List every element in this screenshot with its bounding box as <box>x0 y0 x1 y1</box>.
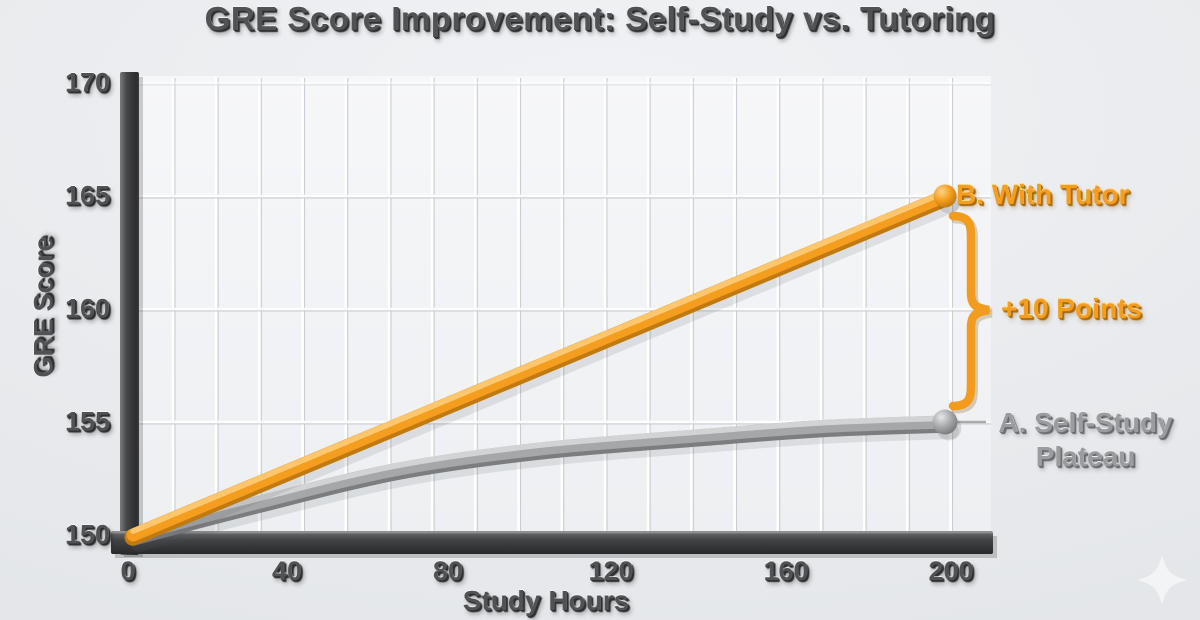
gap-annotation-label: +10 Points <box>1001 293 1142 324</box>
y-tick-label: 165 <box>64 180 110 211</box>
y-tick-label: 150 <box>64 519 110 550</box>
series-end-label-self-study: A. Self-Study Plateau <box>983 406 1188 474</box>
selfstudy-line <box>124 415 959 552</box>
series-end-label-self-study-line1: A. Self-Study <box>998 407 1173 438</box>
x-tick-label: 200 <box>928 556 974 586</box>
x-tick-label: 0 <box>120 556 136 586</box>
chart-title: GRE Score Improvement: Self-Study vs. Tu… <box>204 0 996 37</box>
y-tick-label: 170 <box>64 67 110 98</box>
y-tick-label: 155 <box>64 406 110 437</box>
x-tick-label: 120 <box>588 556 634 586</box>
tutor-endpoint <box>933 184 961 214</box>
y-tick-label: 160 <box>64 293 110 324</box>
x-axis-title: Study Hours <box>462 585 630 616</box>
series-end-label-self-study-line2: Plateau <box>1035 441 1136 472</box>
series-end-label-with-tutor: B. With Tutor <box>956 179 1130 210</box>
x-tick-label: 160 <box>763 556 809 586</box>
x-tick-label: 80 <box>432 556 464 586</box>
selfstudy-endpoint <box>932 409 962 441</box>
sparkle-watermark-icon <box>1136 554 1188 606</box>
gap-brace <box>948 211 993 414</box>
tutor-line <box>124 189 959 552</box>
x-tick-label: 40 <box>271 556 303 586</box>
